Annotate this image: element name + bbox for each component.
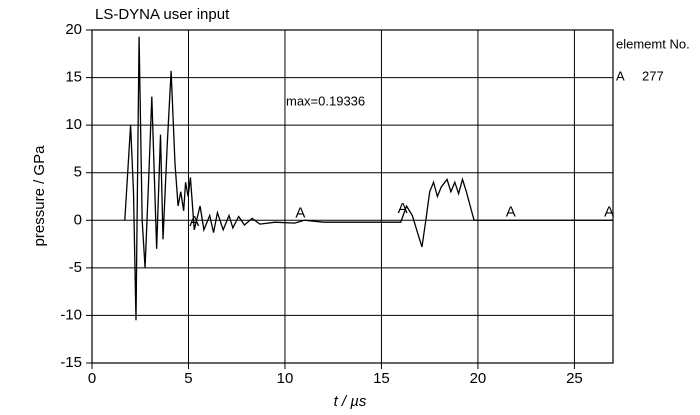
x-tick-label: 0 — [88, 370, 96, 387]
y-tick-label: 20 — [65, 21, 82, 38]
legend-label: 277 — [642, 68, 664, 83]
x-tick-label: 10 — [277, 370, 294, 387]
chart-title: LS-DYNA user input — [95, 6, 230, 23]
y-tick-label: 0 — [74, 211, 82, 228]
x-tick-label: 25 — [566, 370, 583, 387]
line-marker: A — [295, 204, 305, 221]
y-tick-label: 10 — [65, 116, 82, 133]
y-tick-label: -10 — [60, 306, 82, 323]
x-tick-label: 5 — [184, 370, 192, 387]
line-marker: A — [604, 203, 614, 220]
plot-frame — [91, 29, 614, 364]
line-marker: A — [189, 213, 199, 230]
x-axis-label: t / µs — [334, 393, 367, 410]
annotation: max=0.19336 — [286, 93, 365, 108]
line-marker: A — [506, 203, 516, 220]
y-tick-label: -5 — [69, 259, 82, 276]
y-tick-label: -15 — [60, 354, 82, 371]
legend-title: elememt No. — [616, 36, 690, 51]
line-marker: A — [398, 200, 408, 217]
y-tick-label: 5 — [74, 164, 82, 181]
y-axis-label: pressure / GPa — [31, 145, 48, 247]
x-tick-label: 15 — [373, 370, 390, 387]
data-line — [124, 36, 613, 321]
y-tick-label: 15 — [65, 69, 82, 86]
x-tick-label: 20 — [470, 370, 487, 387]
legend-key: A — [616, 68, 625, 83]
